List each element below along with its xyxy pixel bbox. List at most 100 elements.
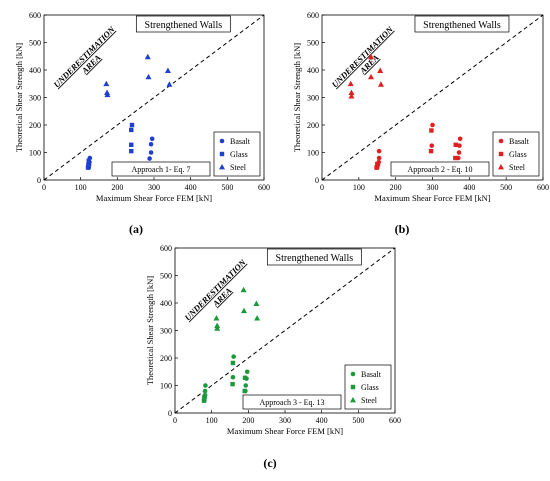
diagonal-line: [321, 14, 544, 181]
data-point-steel: [145, 73, 152, 80]
legend-marker-square: [498, 151, 504, 157]
y-tick-label: 100: [160, 382, 172, 391]
y-tick-label: 200: [29, 121, 41, 130]
data-point-basalt: [230, 374, 236, 380]
data-point-steel: [214, 322, 221, 328]
x-tick-label: 0: [320, 183, 324, 192]
panel-label: (c): [263, 456, 276, 470]
data-point-glass: [129, 122, 135, 128]
y-tick-label: 100: [29, 149, 41, 158]
x-tick-label: 200: [242, 416, 254, 425]
diagonal-line: [43, 14, 265, 181]
data-point-basalt: [429, 143, 435, 148]
legend-marker-circle: [498, 138, 504, 144]
legend-entry: Glass: [361, 383, 379, 392]
data-point-glass: [201, 398, 207, 403]
data-point-glass: [453, 142, 458, 147]
data-point-steel: [367, 53, 374, 60]
data-point-steel: [377, 81, 384, 87]
data-point-basalt: [376, 148, 382, 154]
y-tick-label: 200: [307, 121, 319, 130]
title-box: [414, 15, 510, 33]
x-tick-label: 100: [353, 183, 365, 192]
data-point-steel: [213, 315, 220, 321]
y-tick-label: 500: [307, 39, 319, 48]
x-axis-label: Maximum Shear Force FEM [kN]: [374, 193, 490, 203]
y-tick-label: 400: [29, 66, 41, 75]
data-point-glass: [242, 388, 247, 394]
y-tick-label: 500: [29, 39, 41, 48]
data-point-glass: [129, 127, 134, 133]
data-point-glass: [129, 148, 134, 154]
x-tick-label: 500: [221, 183, 233, 192]
x-tick-label: 400: [316, 416, 328, 425]
data-point-steel: [367, 73, 374, 80]
annotation-line-1: UNDERESTIMATION: [330, 24, 396, 90]
x-tick-label: 500: [352, 416, 364, 425]
data-point-basalt: [457, 136, 463, 142]
data-point-steel: [240, 286, 247, 293]
legend-marker-triangle: [350, 397, 356, 403]
data-point-steel: [254, 315, 261, 321]
data-point-basalt: [430, 122, 435, 128]
x-tick-label: 600: [389, 416, 401, 425]
x-tick-label: 100: [206, 416, 218, 425]
y-tick-label: 100: [307, 149, 319, 158]
data-point-steel: [103, 80, 110, 87]
data-point-glass: [86, 162, 91, 168]
y-tick-label: 0: [37, 176, 41, 185]
data-point-steel: [104, 89, 111, 95]
y-tick-label: 0: [168, 409, 172, 418]
x-tick-label: 100: [75, 183, 87, 192]
data-point-basalt: [148, 150, 154, 155]
y-axis-label: Theoretical Shear Strength [kN]: [292, 43, 302, 152]
annotation-line-1: UNDERESTIMATION: [182, 257, 248, 323]
x-tick-label: 0: [173, 416, 177, 425]
data-point-basalt: [456, 150, 462, 155]
y-axis-label: Theoretical Shear Strength [kN]: [145, 276, 155, 385]
panel-label: (b): [395, 222, 410, 236]
data-point-glass: [230, 360, 236, 366]
approach-label: Approach 2 - Eq. 10: [407, 165, 472, 174]
y-tick-label: 300: [307, 94, 319, 103]
legend-entry: Basalt: [509, 137, 530, 146]
data-point-steel: [348, 93, 355, 99]
legend-marker-square: [350, 384, 356, 390]
x-tick-label: 600: [258, 183, 270, 192]
data-point-basalt: [243, 383, 249, 388]
data-point-steel: [214, 325, 221, 331]
data-point-glass: [86, 158, 91, 163]
legend-entry: Basalt: [230, 137, 251, 146]
y-tick-label: 500: [160, 272, 172, 281]
y-tick-label: 0: [315, 176, 319, 185]
legend-marker-triangle: [219, 164, 225, 170]
data-point-basalt: [244, 369, 250, 375]
x-tick-label: 200: [111, 183, 123, 192]
data-point-steel: [104, 91, 111, 98]
data-point-basalt: [376, 155, 382, 161]
annotation-line-1: UNDERESTIMATION: [51, 24, 117, 90]
data-point-basalt: [231, 354, 236, 359]
chart-panel-2: 0 100 200 300 400 500 600 0 100 200 300 400 500 600 Ma…: [292, 11, 549, 203]
chart-title: Strengthened Walls: [145, 20, 223, 31]
data-point-glass: [429, 128, 434, 133]
panel-label: (a): [129, 222, 143, 236]
data-point-basalt: [202, 388, 208, 394]
x-axis-label: Maximum Shear Force FEM [kN]: [96, 193, 212, 203]
data-point-steel: [347, 80, 354, 87]
data-point-basalt: [148, 141, 154, 147]
approach-box: [242, 394, 342, 410]
y-tick-label: 200: [160, 354, 172, 363]
legend-marker-circle: [350, 371, 356, 377]
y-tick-label: 300: [160, 327, 172, 336]
data-point-steel: [166, 81, 173, 87]
data-point-basalt: [149, 136, 155, 142]
data-point-steel: [240, 307, 247, 314]
y-tick-label: 600: [29, 11, 41, 20]
legend-marker-square: [219, 151, 225, 157]
data-point-glass: [374, 165, 379, 170]
data-point-basalt: [457, 143, 462, 148]
y-tick-label: 400: [160, 299, 172, 308]
approach-label: Approach 1- Eq. 7: [131, 165, 190, 174]
